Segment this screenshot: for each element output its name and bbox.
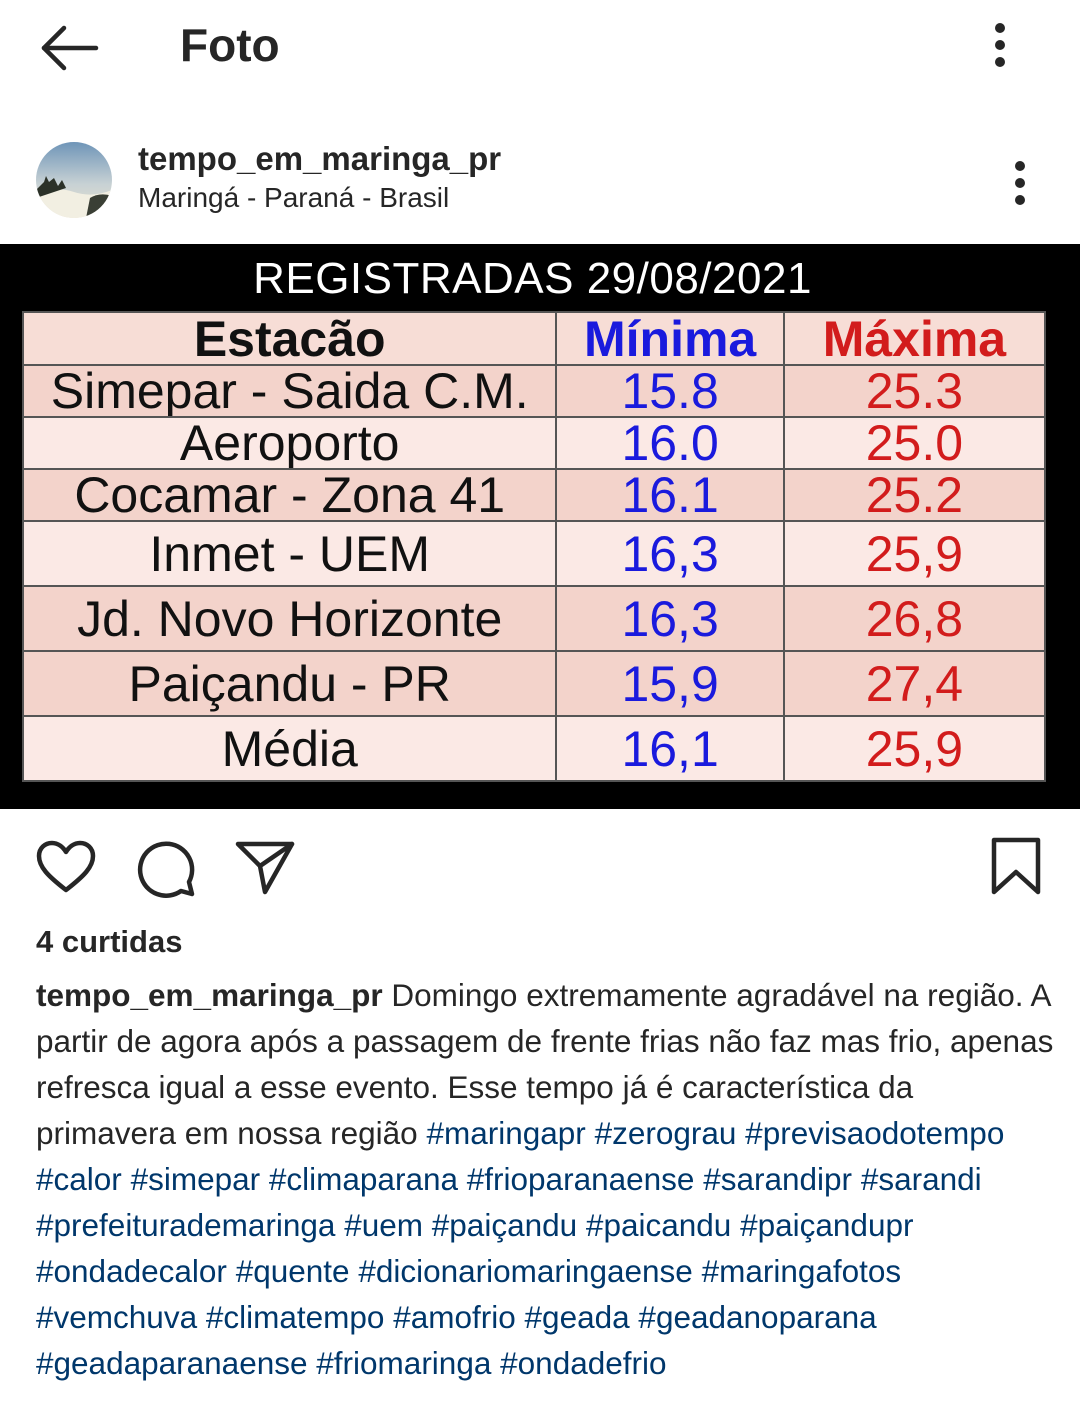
like-count[interactable]: 4 curtidas [36,924,183,959]
hashtag-link[interactable]: #ondadecalor [36,1253,227,1289]
save-button[interactable] [984,836,1048,905]
top-bar: Foto [0,0,1080,100]
post-image[interactable]: REGISTRADAS 29/08/2021 Estacão Mínima Má… [0,244,1080,809]
station-cell: Aeroporto [21,416,558,470]
hashtag-link[interactable]: #geada [524,1299,630,1335]
min-cell: 16,1 [555,715,785,782]
hashtag-link[interactable]: #dicionariomaringaense [358,1253,693,1289]
hashtag-link[interactable]: #friomaringa [316,1345,492,1381]
table-row: Inmet - UEM 16,3 25,9 [21,520,1047,587]
hashtag-link[interactable]: #prefeiturademaringa [36,1207,336,1243]
max-cell: 25,9 [782,520,1047,587]
station-cell: Inmet - UEM [21,520,558,587]
station-cell: Paiçandu - PR [21,650,558,717]
max-cell: 25.2 [782,468,1047,522]
post-caption: tempo_em_maringa_pr Domingo extremamente… [36,972,1056,1386]
station-cell: Cocamar - Zona 41 [21,468,558,522]
min-cell: 16.1 [555,468,785,522]
min-cell: 16,3 [555,520,785,587]
image-title: REGISTRADAS 29/08/2021 [253,254,812,303]
max-cell: 27,4 [782,650,1047,717]
table-row: Simepar - Saida C.M. 15.8 25.3 [21,364,1047,418]
hashtag-link[interactable]: #paicandu [585,1207,732,1243]
min-cell: 16.0 [555,416,785,470]
hashtag-link[interactable]: #sarandi [860,1161,982,1197]
station-cell: Média [21,715,558,782]
hashtag-list: #maringapr #zerograu #previsaodotempo #c… [36,1115,1004,1381]
back-button[interactable] [36,20,100,76]
hashtag-link[interactable]: #amofrio [393,1299,516,1335]
more-vertical-icon [995,23,1005,67]
hashtag-link[interactable]: #simepar [130,1161,261,1197]
hashtag-link[interactable]: #vemchuva [36,1299,198,1335]
hashtag-link[interactable]: #uem [344,1207,423,1243]
hashtag-link[interactable]: #climatempo [205,1299,385,1335]
caption-text: Domingo extremamente agradável na região… [36,977,1054,1151]
header-max: Máxima [782,311,1047,366]
max-cell: 25,9 [782,715,1047,782]
comment-icon [137,841,195,898]
max-cell: 25.0 [782,416,1047,470]
max-cell: 25.3 [782,364,1047,418]
comment-button[interactable] [134,836,198,905]
hashtag-link[interactable]: #frioparanaense [466,1161,695,1197]
hashtag-link[interactable]: #zerograu [594,1115,737,1151]
station-cell: Jd. Novo Horizonte [21,585,558,652]
min-cell: 15.8 [555,364,785,418]
heart-icon [36,840,96,893]
caption-username[interactable]: tempo_em_maringa_pr [36,977,383,1013]
header-min: Mínima [555,311,785,366]
min-cell: 15,9 [555,650,785,717]
post-location[interactable]: Maringá - Paraná - Brasil [138,182,450,213]
hashtag-link[interactable]: #paiçandupr [740,1207,914,1243]
bookmark-icon [991,837,1041,895]
hashtag-link[interactable]: #sarandipr [703,1161,853,1197]
hashtag-link[interactable]: #climaparana [268,1161,458,1197]
hashtag-link[interactable]: #quente [235,1253,350,1289]
table-header-row: Estacão Mínima Máxima [21,311,1047,366]
hashtag-link[interactable]: #previsaodotempo [745,1115,1005,1151]
header-station: Estacão [21,311,558,366]
table-row: Cocamar - Zona 41 16.1 25.2 [21,468,1047,522]
table-row: Paiçandu - PR 15,9 27,4 [21,650,1047,717]
action-bar [0,830,1080,910]
post-header: tempo_em_maringa_pr Maringá - Paraná - B… [0,130,1080,230]
arrow-left-icon [41,25,99,71]
hashtag-link[interactable]: #calor [36,1161,122,1197]
station-cell: Simepar - Saida C.M. [21,364,558,418]
min-cell: 16,3 [555,585,785,652]
hashtag-link[interactable]: #geadaparanaense [36,1345,308,1381]
hashtag-link[interactable]: #maringafotos [701,1253,902,1289]
post-username[interactable]: tempo_em_maringa_pr [138,140,502,177]
hashtag-link[interactable]: #ondadefrio [500,1345,667,1381]
hashtag-link[interactable]: #maringapr [426,1115,586,1151]
more-vertical-icon [1015,161,1025,205]
max-cell: 26,8 [782,585,1047,652]
like-button[interactable] [34,836,98,905]
temperature-table: Estacão Mínima Máxima Simepar - Saida C.… [21,311,1047,782]
hashtag-link[interactable]: #paiçandu [431,1207,578,1243]
hashtag-link[interactable]: #geadanoparana [638,1299,877,1335]
post-options-button[interactable] [1000,156,1040,212]
page-title: Foto [180,19,280,71]
options-button[interactable] [980,18,1020,74]
table-row: Aeroporto 16.0 25.0 [21,416,1047,470]
share-button[interactable] [232,836,296,905]
table-row: Jd. Novo Horizonte 16,3 26,8 [21,585,1047,652]
send-icon [235,841,295,895]
table-row: Média 16,1 25,9 [21,715,1047,782]
avatar[interactable] [36,142,112,218]
